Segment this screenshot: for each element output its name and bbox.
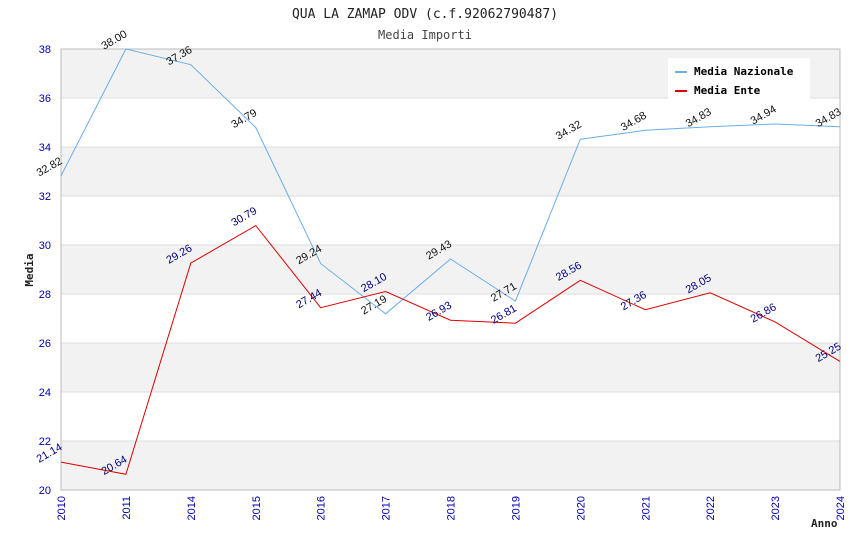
x-tick-label: 2022 [705,496,717,520]
data-label: 30.79 [229,205,259,229]
y-tick-label: 38 [39,44,51,56]
x-tick-label: 2024 [835,496,847,520]
chart-title: QUA LA ZAMAP ODV (c.f.92062790487) [292,7,558,22]
grid-band [61,147,840,196]
x-tick-label: 2023 [770,496,782,520]
y-tick-label: 32 [39,191,51,203]
grid-lines [61,48,840,491]
y-tick-label: 26 [39,338,51,350]
y-tick-label: 28 [39,289,51,301]
x-tick-label: 2018 [446,496,458,520]
series-lines [60,48,841,475]
legend-label-media-nazionale: Media Nazionale [694,65,794,78]
x-tick-label: 2014 [186,496,198,520]
x-tick-label: 2017 [381,496,393,520]
plot-area-border [60,48,841,491]
y-tick-label: 34 [39,142,51,154]
y-tick-label: 20 [39,485,51,497]
grid-band [61,343,840,392]
y-tick-label: 36 [39,93,51,105]
x-tick-label: 2010 [56,496,68,520]
grid-bands [61,49,840,490]
x-axis-label: Anno [811,517,838,530]
legend: Media Nazionale Media Ente [668,58,810,100]
grid-band [61,441,840,490]
data-label: 34.79 [229,107,259,131]
y-tick-label: 22 [39,436,51,448]
x-tick-label: 2021 [640,496,652,520]
y-axis-label: Media [23,253,36,286]
x-tick-label: 2016 [316,496,328,520]
legend-background [668,58,810,100]
data-label: 34.32 [554,118,584,142]
legend-label-media-ente: Media Ente [694,84,761,97]
series-line-media-nazionale [60,48,841,315]
chart-subtitle: Media Importi [378,28,472,42]
y-axis-ticks: 20 22 24 26 28 30 32 34 36 38 [39,44,51,497]
y-tick-label: 30 [39,240,51,252]
data-label: 32.82 [35,155,65,179]
x-tick-label: 2019 [510,496,522,520]
x-tick-label: 2011 [121,496,133,520]
grid-band [61,245,840,294]
x-tick-label: 2015 [251,496,263,520]
x-tick-label: 2020 [575,496,587,520]
series-line-media-ente [60,224,841,475]
x-axis-ticks: 2010 2011 2014 2015 2016 2017 2018 2019 2020 2021… [56,496,847,520]
y-tick-label: 24 [39,387,51,399]
